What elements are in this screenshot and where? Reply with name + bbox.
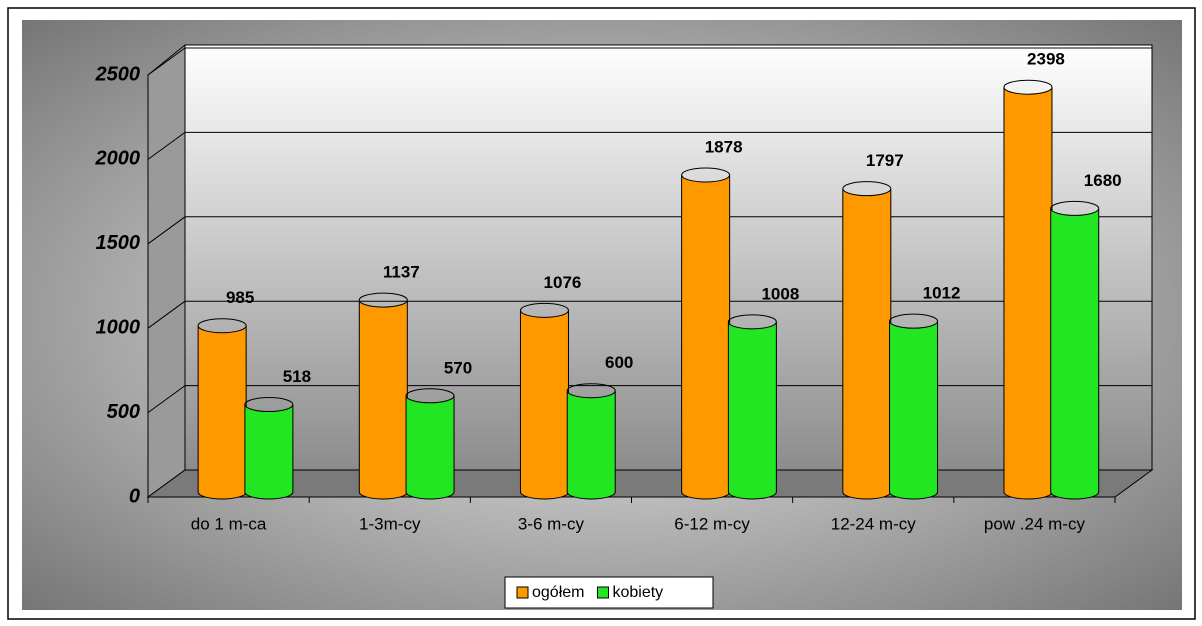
grid-line: [147, 47, 186, 76]
bar: [244, 397, 294, 500]
back-wall: [184, 44, 1153, 471]
bar: [889, 313, 939, 500]
y-tick-label: 0: [129, 485, 140, 507]
value-label: 1012: [923, 284, 961, 303]
legend-box: [504, 576, 714, 609]
bar: [842, 181, 892, 500]
bar: [1050, 200, 1100, 500]
bar: [566, 383, 616, 500]
y-tick-label: 2500: [95, 63, 141, 85]
value-label: 600: [605, 353, 633, 372]
value-label: 1137: [383, 263, 420, 282]
value-label: 570: [444, 358, 472, 377]
legend-swatch: [596, 586, 609, 599]
grid-line: [147, 216, 186, 245]
legend-label: kobiety: [612, 584, 663, 601]
x-tick-label: 6-12 m-cy: [674, 514, 750, 533]
floor: [146, 469, 1154, 498]
x-tick-label: 1-3m-cy: [359, 514, 421, 533]
y-tick-label: 500: [107, 401, 140, 423]
grid-line: [147, 300, 186, 329]
x-tick-label: 3-6 m-cy: [518, 514, 585, 533]
bar: [519, 302, 569, 500]
grid-line: [147, 131, 186, 160]
x-tick-label: do 1 m-ca: [191, 514, 267, 533]
y-tick-label: 1000: [96, 316, 141, 338]
legend-swatch: [516, 586, 529, 599]
value-label: 1797: [866, 151, 904, 170]
value-label: 2398: [1027, 50, 1065, 69]
legend: ogółem kobiety: [504, 576, 714, 609]
legend-label: ogółem: [532, 584, 584, 601]
y-tick-label: 2000: [95, 148, 141, 170]
side-wall: [147, 43, 186, 498]
value-label: 1076: [544, 273, 582, 292]
value-label: 1878: [705, 137, 743, 156]
value-label: 1008: [761, 284, 799, 303]
grid-line: [147, 385, 186, 414]
bar: [727, 314, 777, 500]
value-label: 985: [226, 288, 254, 307]
x-tick-label: pow .24 m-cy: [984, 514, 1086, 533]
bar: [358, 292, 408, 500]
x-tick-label: 12-24 m-cy: [831, 514, 917, 533]
bar: [681, 167, 731, 500]
y-tick-label: 1500: [96, 232, 141, 254]
bar: [405, 388, 455, 500]
value-label: 518: [283, 367, 311, 386]
bar: [197, 318, 247, 500]
value-label: 1680: [1084, 171, 1122, 190]
bar: [1003, 79, 1053, 500]
